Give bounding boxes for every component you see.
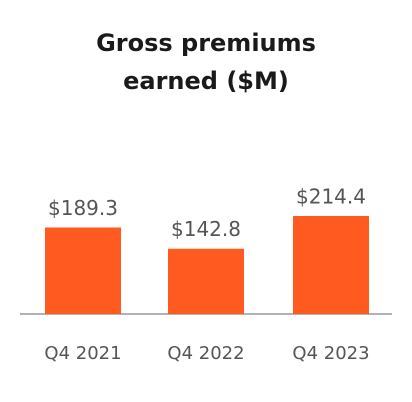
x-tick-label: Q4 2023	[292, 343, 369, 364]
x-tick-label: Q4 2022	[167, 343, 244, 364]
x-tick-label: Q4 2021	[44, 343, 121, 364]
bar	[168, 248, 244, 314]
value-label: $214.4	[296, 185, 366, 209]
value-label: $189.3	[48, 196, 118, 220]
chart-title: Gross premiums earned ($M)	[96, 29, 316, 95]
value-label: $142.8	[171, 217, 241, 241]
bar	[293, 216, 369, 314]
bar	[45, 227, 121, 314]
